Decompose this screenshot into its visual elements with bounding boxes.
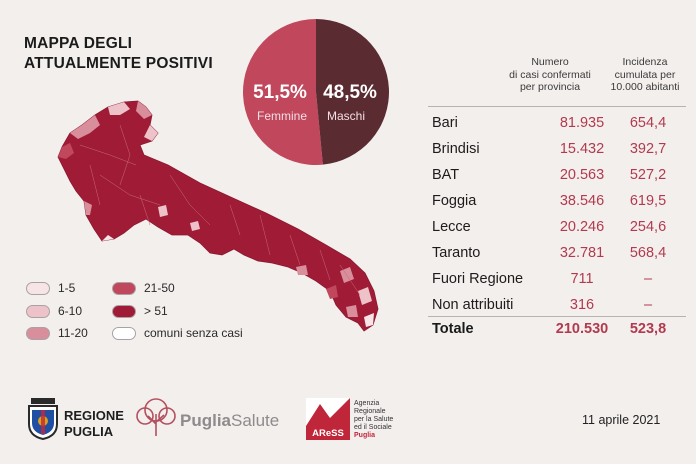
puglia-salute-logo-text: PugliaSalute (180, 411, 279, 431)
legend-label: comuni senza casi (144, 326, 243, 340)
map-title: MAPPA DEGLI ATTUALMENTE POSITIVI (24, 34, 213, 74)
municipality-borders (79, 124, 361, 296)
regione-puglia-logo-text: REGIONE PUGLIA (64, 408, 124, 440)
aress-logo-icon: AReSS (306, 398, 350, 440)
table-divider (428, 316, 686, 317)
table-row: Fuori Regione 711 – (428, 266, 686, 292)
row-incidence: 254,6 (629, 219, 667, 235)
header-incidence: Incidenza cumulata per 10.000 abitanti (600, 56, 690, 94)
legend-swatch (26, 281, 50, 295)
header-cases-line: Numero (531, 56, 569, 68)
header-incidence-line: 10.000 abitanti (610, 81, 680, 93)
legend-label: 6-10 (58, 304, 83, 318)
legend-label: 1-5 (58, 281, 76, 295)
legend-item: > 51 (112, 304, 168, 318)
legend-swatch (26, 326, 50, 340)
legend-label: 21-50 (144, 281, 175, 295)
row-cases: 316 (569, 297, 595, 313)
row-name: Lecce (432, 219, 471, 235)
row-incidence: – (643, 271, 653, 287)
row-incidence: 568,4 (629, 245, 667, 261)
row-name: Foggia (432, 193, 477, 209)
legend-item: 6-10 (26, 304, 82, 318)
row-name: BAT (432, 167, 460, 183)
total-cases: 210.530 (555, 321, 609, 337)
row-name: Brindisi (432, 141, 480, 157)
aress-badge-text: AReSS (312, 428, 344, 439)
row-incidence: 654,4 (629, 115, 667, 131)
aress-line: per la Salute (354, 416, 394, 423)
legend-swatch (112, 281, 136, 295)
legend-swatch (26, 304, 50, 318)
row-cases: 38.546 (559, 193, 605, 209)
pie-pct-femmine: 51,5% (253, 82, 307, 103)
table-total-row: Totale 210.530 523,8 (428, 316, 686, 342)
legend-item: comuni senza casi (112, 326, 243, 340)
header-incidence-line: cumulata per (614, 68, 676, 81)
aress-line-puglia: Puglia (354, 432, 376, 439)
pie-slice-femmine (243, 19, 323, 165)
row-name: Fuori Regione (432, 271, 524, 287)
puglia-salute-tree-icon (136, 398, 176, 436)
gender-pie-chart: 51,5% Femmine 48,5% Maschi (243, 18, 390, 165)
legend-label: > 51 (144, 304, 168, 318)
table-row: Brindisi 15.432 392,7 (428, 136, 686, 162)
pie-pct-maschi: 48,5% (323, 82, 377, 103)
aress-line: Regionale (354, 408, 386, 415)
puglia-region-shape (57, 100, 379, 332)
total-name: Totale (432, 321, 474, 337)
table-divider (428, 106, 686, 107)
puglia-choropleth-map (57, 100, 379, 332)
header-cases-line: per provincia (519, 81, 581, 93)
header-cases-line: di casi confermati (509, 68, 591, 81)
table-row: Bari 81.935 654,4 (428, 110, 686, 136)
title-line-1: MAPPA DEGLI (24, 35, 133, 52)
regione-puglia-crest-icon (28, 398, 58, 440)
row-cases: 81.935 (559, 115, 605, 131)
legend-item: 21-50 (112, 281, 175, 295)
puglia-salute-bold: Puglia (180, 411, 232, 430)
header-incidence-line: Incidenza (622, 56, 668, 68)
row-cases: 32.781 (559, 245, 605, 261)
row-name: Bari (432, 115, 458, 131)
aress-line: ed il Sociale (354, 424, 392, 431)
row-cases: 15.432 (559, 141, 605, 157)
row-name: Non attribuiti (432, 297, 514, 313)
row-incidence: 527,2 (629, 167, 667, 183)
legend-item: 11-20 (26, 326, 88, 340)
row-cases: 20.246 (559, 219, 605, 235)
row-incidence: 392,7 (629, 141, 667, 157)
puglia-line: PUGLIA (64, 424, 114, 439)
row-cases: 711 (570, 271, 594, 287)
table-row: Foggia 38.546 619,5 (428, 188, 686, 214)
pie-label-femmine: Femmine (257, 109, 307, 123)
municipality-highlights (58, 101, 374, 327)
row-incidence: – (643, 297, 653, 313)
pie-slice-maschi (316, 18, 390, 165)
row-name: Taranto (432, 245, 481, 261)
header-cases: Numero di casi confermati per provincia (500, 56, 600, 94)
table-row: BAT 20.563 527,2 (428, 162, 686, 188)
puglia-salute-light: Salute (231, 411, 280, 430)
legend-item: 1-5 (26, 281, 75, 295)
table-row: Non attribuiti 316 – (428, 292, 686, 318)
table-row: Lecce 20.246 254,6 (428, 214, 686, 240)
legend-swatch (112, 304, 136, 318)
row-incidence: 619,5 (629, 193, 667, 209)
aress-logo-text: Agenzia Regionale per la Salute ed il So… (354, 400, 393, 440)
legend-swatch (112, 326, 136, 340)
report-date: 11 aprile 2021 (582, 413, 661, 427)
aress-line: Agenzia (354, 400, 380, 407)
legend-label: 11-20 (58, 326, 88, 340)
total-incidence: 523,8 (629, 321, 667, 337)
title-line-2: ATTUALMENTE POSITIVI (24, 55, 213, 72)
pie-label-maschi: Maschi (327, 109, 365, 123)
regione-line: REGIONE (64, 408, 124, 423)
row-cases: 20.563 (559, 167, 605, 183)
table-row: Taranto 32.781 568,4 (428, 240, 686, 266)
